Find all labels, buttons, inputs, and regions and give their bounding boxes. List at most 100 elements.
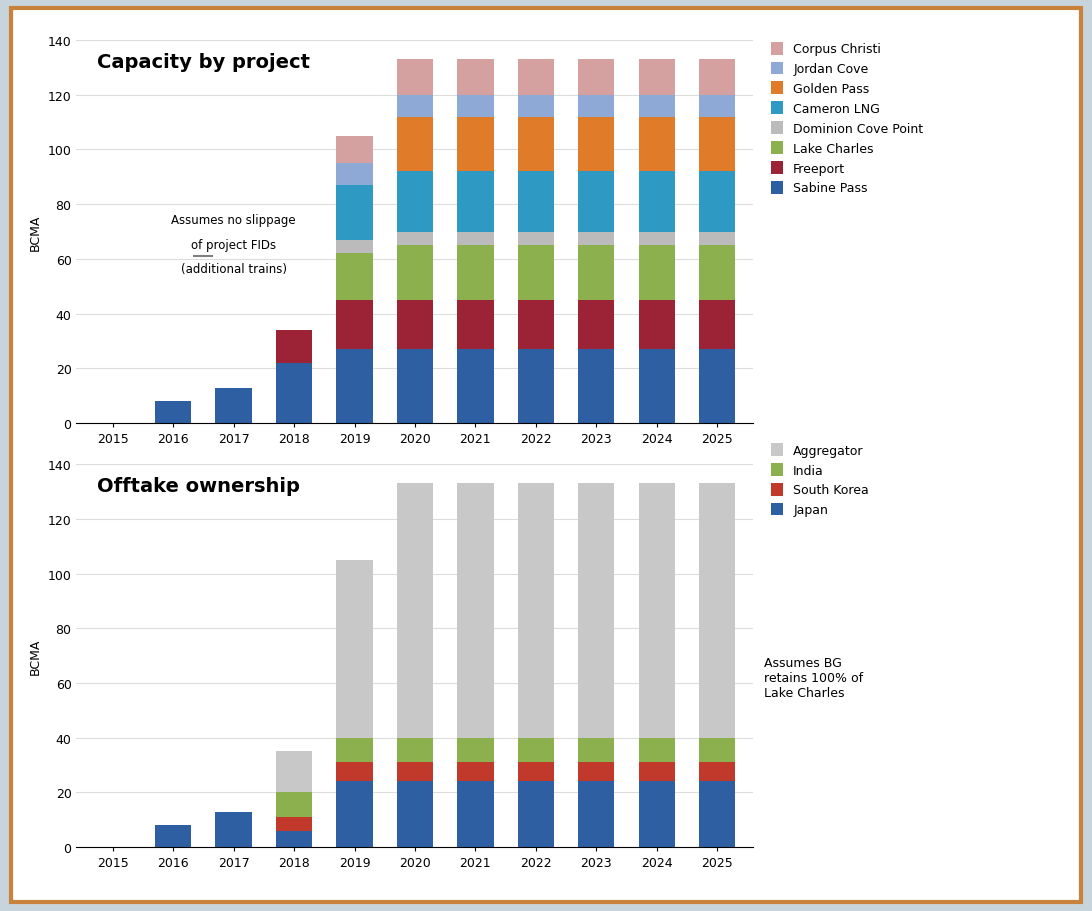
Legend: Corpus Christi, Jordan Cove, Golden Pass, Cameron LNG, Dominion Cove Point, Lake: Corpus Christi, Jordan Cove, Golden Pass… — [771, 43, 923, 195]
Bar — [578, 782, 615, 847]
Bar — [458, 350, 494, 424]
Bar — [578, 172, 615, 232]
Bar — [639, 118, 675, 172]
Bar — [155, 402, 191, 424]
Bar — [518, 301, 554, 350]
Bar — [699, 738, 735, 763]
Bar — [639, 484, 675, 738]
Bar — [699, 246, 735, 301]
Bar — [396, 60, 434, 96]
Bar — [518, 782, 554, 847]
Bar — [639, 350, 675, 424]
Bar — [639, 763, 675, 782]
Bar — [396, 232, 434, 246]
Bar — [458, 172, 494, 232]
Bar — [458, 246, 494, 301]
Bar — [639, 246, 675, 301]
Bar — [276, 752, 312, 793]
Bar — [518, 172, 554, 232]
Bar — [578, 60, 615, 96]
Bar — [396, 172, 434, 232]
Bar — [699, 172, 735, 232]
Text: Capacity by project: Capacity by project — [97, 53, 310, 71]
Bar — [336, 254, 372, 301]
Bar — [336, 164, 372, 186]
Bar — [396, 763, 434, 782]
Text: of project FIDs: of project FIDs — [191, 239, 276, 251]
Text: (additional trains): (additional trains) — [180, 263, 286, 276]
Bar — [699, 763, 735, 782]
Bar — [578, 763, 615, 782]
Bar — [518, 246, 554, 301]
Bar — [699, 60, 735, 96]
Bar — [518, 60, 554, 96]
Bar — [578, 350, 615, 424]
Bar — [458, 96, 494, 118]
Bar — [518, 738, 554, 763]
Bar — [396, 350, 434, 424]
Bar — [336, 186, 372, 241]
Bar — [518, 350, 554, 424]
Bar — [458, 763, 494, 782]
Bar — [336, 301, 372, 350]
Bar — [396, 484, 434, 738]
Bar — [458, 484, 494, 738]
Bar — [336, 782, 372, 847]
Bar — [578, 738, 615, 763]
Bar — [518, 484, 554, 738]
Bar — [578, 246, 615, 301]
Bar — [336, 763, 372, 782]
Bar — [458, 232, 494, 246]
Bar — [336, 350, 372, 424]
Bar — [578, 118, 615, 172]
Bar — [699, 484, 735, 738]
Bar — [699, 782, 735, 847]
Bar — [155, 825, 191, 847]
Text: Offtake ownership: Offtake ownership — [97, 476, 299, 495]
Bar — [215, 388, 252, 424]
Legend: Aggregator, India, South Korea, Japan: Aggregator, India, South Korea, Japan — [771, 444, 869, 517]
Bar — [458, 60, 494, 96]
Bar — [518, 118, 554, 172]
Bar — [336, 241, 372, 254]
Bar — [276, 793, 312, 817]
Bar — [639, 782, 675, 847]
Bar — [458, 782, 494, 847]
Bar — [518, 232, 554, 246]
Bar — [578, 301, 615, 350]
Bar — [396, 301, 434, 350]
Bar — [639, 301, 675, 350]
Bar — [639, 172, 675, 232]
Bar — [518, 96, 554, 118]
Bar — [639, 60, 675, 96]
Bar — [276, 831, 312, 847]
Bar — [336, 738, 372, 763]
Bar — [396, 246, 434, 301]
Bar — [215, 812, 252, 847]
Bar — [276, 331, 312, 363]
Text: Assumes no slippage: Assumes no slippage — [171, 214, 296, 227]
Bar — [699, 232, 735, 246]
Bar — [396, 782, 434, 847]
Bar — [396, 118, 434, 172]
Bar — [396, 96, 434, 118]
Bar — [276, 363, 312, 424]
Bar — [276, 817, 312, 831]
Bar — [639, 96, 675, 118]
Bar — [578, 232, 615, 246]
Bar — [639, 738, 675, 763]
Bar — [458, 118, 494, 172]
Bar — [396, 738, 434, 763]
Text: Assumes BG
retains 100% of
Lake Charles: Assumes BG retains 100% of Lake Charles — [764, 656, 864, 699]
Bar — [699, 350, 735, 424]
Bar — [699, 301, 735, 350]
Bar — [639, 232, 675, 246]
Bar — [458, 301, 494, 350]
Bar — [578, 484, 615, 738]
Bar — [336, 560, 372, 738]
Bar — [458, 738, 494, 763]
Bar — [699, 96, 735, 118]
Bar — [518, 763, 554, 782]
Bar — [699, 118, 735, 172]
Bar — [578, 96, 615, 118]
